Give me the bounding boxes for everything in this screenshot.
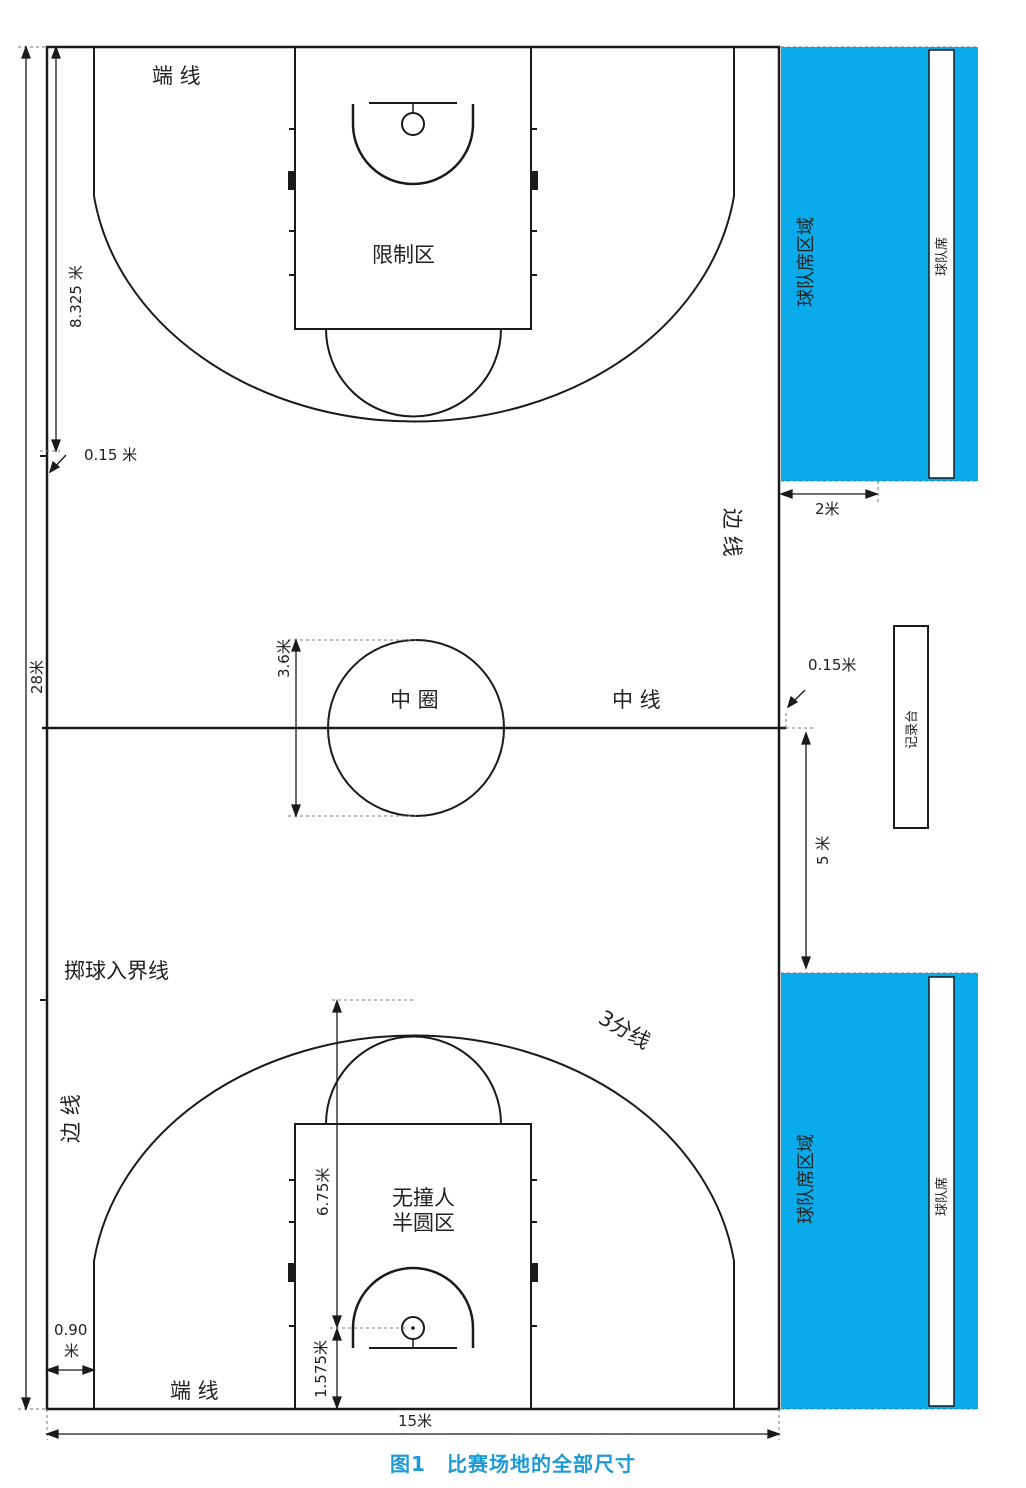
- center-line-label: 中 线: [612, 688, 661, 712]
- team-bench-bottom: [928, 976, 955, 1407]
- center-circle-label: 中 圈: [390, 688, 439, 712]
- dimension-center-circle: [288, 638, 416, 818]
- restricted-area-label: 限制区: [372, 243, 435, 267]
- team-bench-top: [928, 49, 955, 479]
- basket-top: [401, 112, 425, 136]
- three-point-line-bottom: [93, 1034, 735, 1409]
- end-line-label-bottom: 端 线: [170, 1379, 219, 1403]
- no-charge-label-1: 无撞人: [392, 1186, 455, 1210]
- figure-caption: 图1 比赛场地的全部尺寸: [390, 1452, 636, 1476]
- corner-distance-value: 0.90: [54, 1321, 87, 1339]
- restricted-area-bottom: [294, 1123, 532, 1410]
- dimension-three-point-depth: [40, 45, 61, 453]
- lane-marks-top: [288, 128, 538, 276]
- dimension-width: [45, 1409, 781, 1440]
- dimension-length: [18, 45, 47, 1411]
- center-circle-diameter-label: 3.6米: [275, 639, 293, 678]
- restricted-depth-label: 6.75米: [314, 1168, 332, 1216]
- no-charge-arc-bottom: [351, 1266, 475, 1348]
- width-dimension-label: 15米: [398, 1412, 432, 1430]
- corner-distance-unit: 米: [64, 1342, 79, 1360]
- free-throw-circle-top: [325, 328, 502, 418]
- scorer-table-label: 记录台: [905, 710, 920, 749]
- throw-in-line-label: 掷球入界线: [64, 959, 169, 983]
- substitution-distance-label: 5 米: [814, 836, 832, 865]
- side-line-label-right: 边 线: [720, 508, 744, 557]
- lane-marks-bottom: [288, 1179, 538, 1327]
- dimension-substitution: [801, 731, 811, 970]
- team-bench-area-label-top: 球队席区域: [796, 217, 817, 307]
- dimension-line-width-right: [785, 689, 815, 729]
- end-line-label-top: 端 线: [152, 64, 201, 88]
- line-width-left-label: 0.15 米: [84, 446, 137, 464]
- dimension-restricted-depth: [330, 999, 416, 1329]
- three-point-line-top: [93, 47, 735, 423]
- dimension-corner: [45, 1365, 96, 1375]
- bench-depth-label: 2米: [815, 500, 840, 518]
- no-charge-arc-top: [351, 104, 475, 186]
- three-point-depth-label: 8.325 米: [67, 265, 85, 328]
- basket-distance-label: 1.575米: [312, 1340, 330, 1398]
- dimension-bench-depth: [779, 481, 879, 503]
- no-charge-label-2: 半圆区: [392, 1211, 455, 1235]
- free-throw-circle-bottom: [325, 1035, 502, 1125]
- team-bench-label-bottom: 球队席: [934, 1177, 950, 1216]
- line-width-right-label: 0.15米: [808, 656, 856, 674]
- dimension-basket-distance: [332, 1327, 342, 1410]
- team-bench-area-label-bottom: 球队席区域: [796, 1134, 817, 1224]
- side-line-label-left: 边 线: [59, 1094, 83, 1143]
- court-diagram: 端 线 端 线 限制区 无撞人 半圆区 中 圈 中 线 边 线 边 线 掷球入界…: [18, 45, 978, 1440]
- scorer-table: [893, 625, 929, 829]
- restricted-area-top: [294, 46, 532, 330]
- length-dimension-label: 28米: [28, 660, 46, 694]
- dimension-line-width-left: [48, 454, 67, 474]
- team-bench-label-top: 球队席: [934, 237, 950, 276]
- three-point-line-label: 3分线: [595, 1006, 655, 1054]
